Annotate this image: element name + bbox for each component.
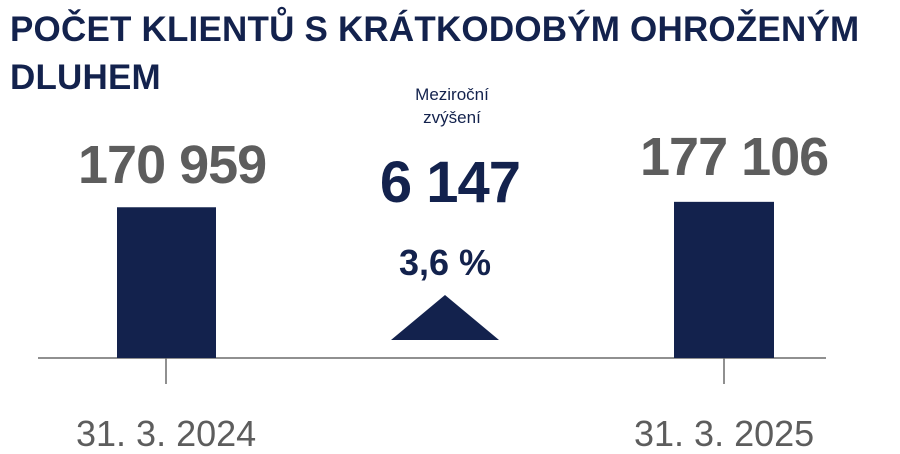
change-absolute-value: 6 147 [379, 150, 521, 215]
x-tick-label-2024: 31. 3. 2024 [76, 413, 257, 454]
triangle-up-icon [391, 295, 499, 340]
change-caption-line-1: Meziroční [415, 85, 489, 104]
bar-value-label-2024: 170 959 [78, 135, 267, 195]
chart-title: POČET KLIENTŮ S KRÁTKODOBÝM OHROŽENÝM DL… [10, 10, 860, 97]
change-caption: Meziroční zvýšení [382, 83, 522, 129]
bar-2025 [674, 201, 774, 358]
bar-value-label-2025: 177 106 [640, 127, 829, 187]
change-caption-line-2: zvýšení [423, 108, 481, 127]
change-percent-value: 3,6 % [398, 242, 492, 283]
x-tick-label-2025: 31. 3. 2025 [634, 413, 815, 454]
bar-2024 [117, 207, 216, 358]
